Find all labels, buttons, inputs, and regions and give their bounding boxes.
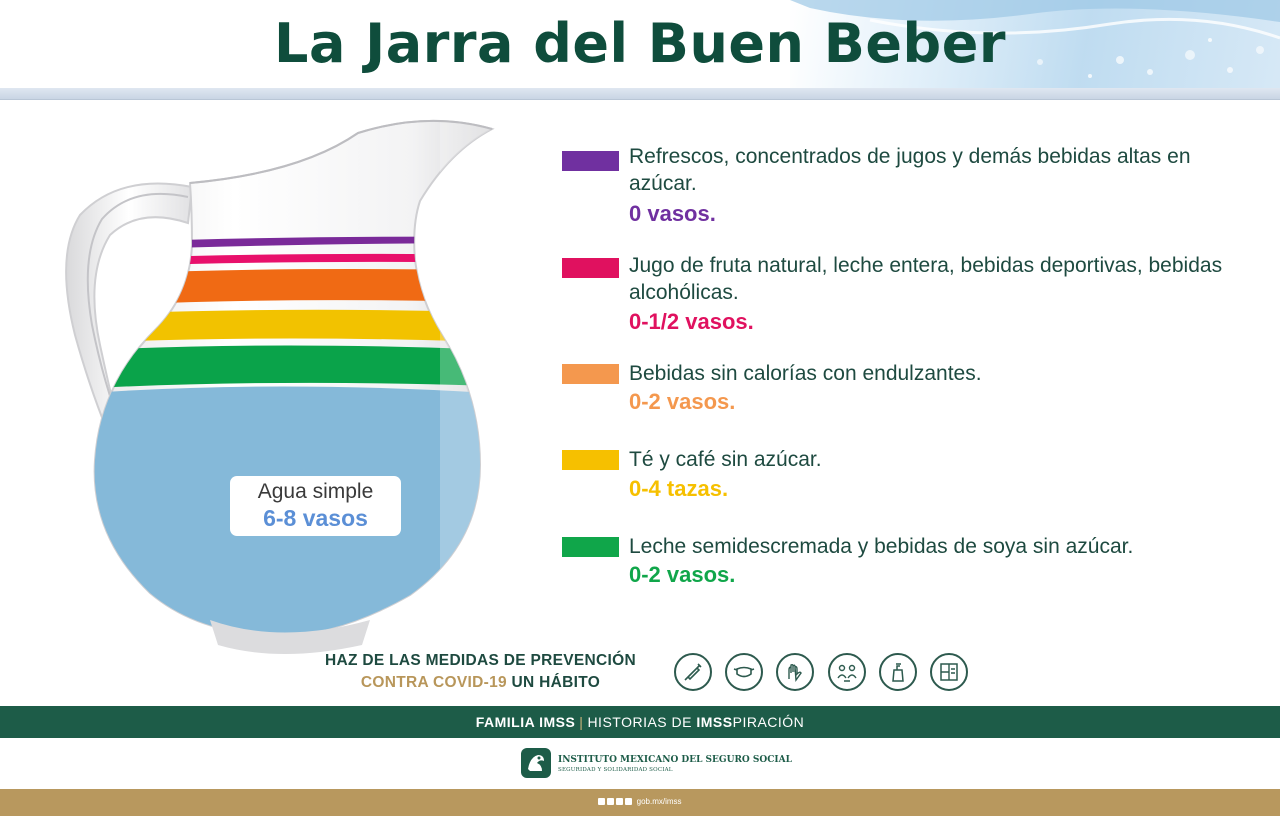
prevention-line2-b: UN HÁBITO (511, 674, 601, 691)
vaccine-icon (674, 653, 712, 691)
legend-amount: 0-1/2 vasos. (629, 309, 754, 334)
legend-description: Jugo de fruta natural, leche entera, beb… (629, 254, 1223, 304)
historias-de: HISTORIAS DE (587, 714, 692, 730)
prevention-message: HAZ DE LAS MEDIDAS DE PREVENCIÓN CONTRA … (308, 652, 653, 692)
water-splash-decoration (790, 0, 1280, 88)
legend-amount: 0-2 vasos. (629, 389, 736, 414)
piracion: PIRACIÓN (732, 714, 805, 730)
page-title: La Jarra del Buen Beber (274, 12, 1006, 75)
face-mask-icon (725, 653, 763, 691)
legend-amount: 0-2 vasos. (629, 562, 736, 587)
footer-campaign-bar: FAMILIA IMSS | HISTORIAS DE IMSSPIRACIÓN (0, 706, 1280, 738)
prevention-line2-a: CONTRA COVID-19 (360, 674, 507, 691)
legend-amount: 0-4 tazas. (629, 476, 729, 501)
water-label-amount: 6-8 vasos (263, 505, 368, 531)
ventilation-icon (930, 653, 968, 691)
water-jug-illustration (40, 115, 520, 660)
legend-description: Refrescos, concentrados de jugos y demás… (629, 145, 1191, 195)
water-label: Agua simple 6-8 vasos (230, 476, 401, 536)
header: La Jarra del Buen Beber (0, 0, 1280, 90)
legend-amount: 0 vasos. (629, 201, 716, 226)
youtube-icon[interactable] (625, 798, 633, 805)
hand-washing-icon (776, 653, 814, 691)
legend-swatch-purple (562, 151, 619, 171)
imss-logo: INSTITUTO MEXICANO DEL SEGURO SOCIAL SEG… (520, 745, 792, 781)
legend-description: Leche semidescremada y bebidas de soya s… (629, 535, 1134, 558)
social-distance-icon (828, 653, 866, 691)
legend-swatch-pink (562, 258, 619, 278)
campaign-text: FAMILIA IMSS | HISTORIAS DE IMSSPIRACIÓN (476, 714, 805, 730)
twitter-icon[interactable] (607, 798, 615, 805)
water-label-title: Agua simple (257, 480, 374, 503)
header-divider-band (0, 88, 1280, 100)
social-handle[interactable]: gob.mx/imss (636, 797, 682, 806)
legend-swatch-green (562, 537, 619, 557)
instagram-icon[interactable] (616, 798, 624, 805)
legend-swatch-orange (562, 364, 619, 384)
legend-description: Té y café sin azúcar. (629, 448, 822, 471)
legend-description: Bebidas sin calorías con endulzantes. (629, 362, 982, 385)
footer-social-bar: gob.mx/imss (0, 789, 1280, 816)
imss-bold: IMSS (696, 714, 733, 730)
prevention-line1: HAZ DE LAS MEDIDAS DE PREVENCIÓN (324, 652, 637, 669)
imss-eagle-logo-icon (520, 747, 552, 779)
institute-subtitle: SEGURIDAD Y SOLIDARIDAD SOCIAL (558, 767, 673, 773)
familia-imss: FAMILIA IMSS (475, 714, 576, 730)
campaign-separator: | (579, 714, 584, 730)
hand-sanitizer-icon (879, 653, 917, 691)
legend-swatch-yellow (562, 450, 619, 470)
social-links: gob.mx/imss (598, 797, 682, 806)
facebook-icon[interactable] (598, 798, 606, 805)
institute-name: INSTITUTO MEXICANO DEL SEGURO SOCIAL (558, 755, 792, 765)
prevention-line2: CONTRA COVID-19 UN HÁBITO (308, 674, 653, 692)
